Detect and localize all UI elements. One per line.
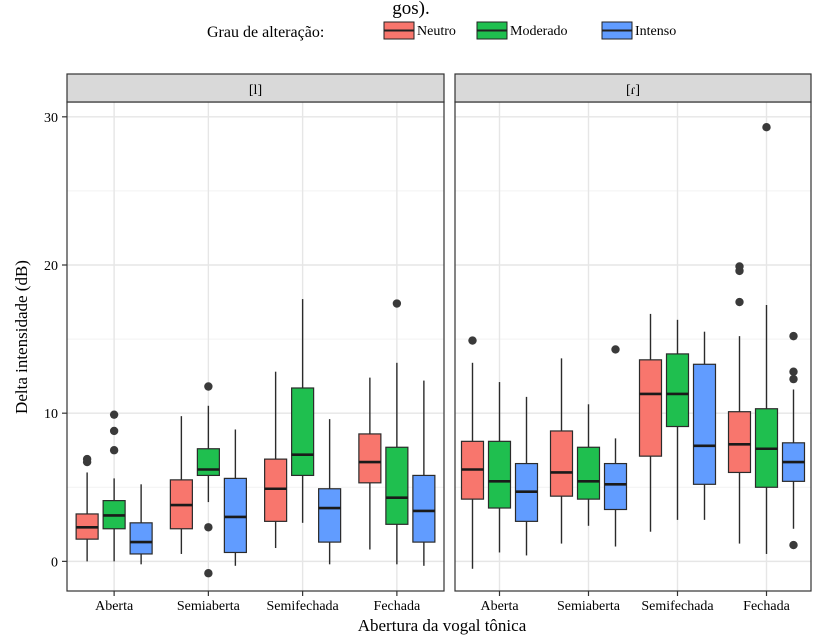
box-neutro-semiaberta xyxy=(169,416,193,554)
box-body xyxy=(318,488,342,543)
box-moderado-semiaberta xyxy=(196,382,220,578)
outlier-point xyxy=(611,345,620,354)
box-neutro-aberta xyxy=(460,336,485,569)
box-moderado-fechada xyxy=(385,299,409,565)
box-moderado-aberta xyxy=(487,382,512,553)
x-tick-label: Aberta xyxy=(480,599,519,614)
box-body xyxy=(358,433,382,484)
outlier-point xyxy=(82,454,92,464)
outlier-point xyxy=(392,299,402,308)
x-tick-label: Aberta xyxy=(95,599,134,614)
box-neutro-semifechada xyxy=(264,371,288,549)
box-intenso-fechada xyxy=(781,331,806,550)
legend-label: Neutro xyxy=(417,24,456,39)
box-body xyxy=(129,522,153,555)
plot-background xyxy=(455,102,811,591)
box-body xyxy=(692,363,717,485)
outlier-point xyxy=(789,540,798,550)
x-tick-label: Fechada xyxy=(743,599,790,614)
y-tick-label: 30 xyxy=(44,111,58,126)
box-intenso-fechada xyxy=(412,380,436,566)
box-body xyxy=(412,474,436,543)
outlier-point xyxy=(109,426,119,436)
outlier-point xyxy=(762,122,771,132)
box-intenso-aberta xyxy=(129,484,153,565)
box-body xyxy=(576,446,601,500)
facet-panel-2: [ɾ] Aberta Semiaberta Semifechada Fechada xyxy=(454,73,812,614)
box-neutro-aberta xyxy=(75,454,99,562)
box-intenso-semiaberta xyxy=(603,345,628,547)
x-tick-label: Semiaberta xyxy=(557,599,621,614)
box-moderado-semifechada xyxy=(291,299,315,523)
x-tick-label: Fechada xyxy=(374,599,421,614)
box-moderado-fechada xyxy=(754,122,779,554)
facet-panels: [l] Aberta Semiaberta Semifechada Fechada 0 10… xyxy=(44,73,812,614)
x-tick-label: Semiaberta xyxy=(177,599,241,614)
box-neutro-semifechada xyxy=(638,313,663,532)
legend-label: Intenso xyxy=(635,24,676,39)
box-body xyxy=(196,448,220,477)
facet-panel-1: [l] Aberta Semiaberta Semifechada Fechada 0 10… xyxy=(44,73,445,614)
box-intenso-semiaberta xyxy=(223,429,247,566)
legend-item-moderado: Moderado xyxy=(476,21,568,40)
facet-strip-label: [ɾ] xyxy=(626,83,640,98)
legend-item-intenso: Intenso xyxy=(601,21,676,40)
box-body xyxy=(665,353,690,428)
outlier-point xyxy=(109,410,119,419)
y-tick-label: 10 xyxy=(44,407,58,422)
box-body xyxy=(223,477,247,554)
y-tick-label: 0 xyxy=(51,555,58,570)
box-neutro-semiaberta xyxy=(549,358,574,544)
x-tick-label: Semifechada xyxy=(641,599,714,614)
outlier-point xyxy=(468,336,477,345)
outlier-point xyxy=(789,367,798,376)
legend-item-neutro: Neutro xyxy=(383,21,456,40)
box-intenso-aberta xyxy=(514,396,539,556)
y-tick-label: 20 xyxy=(44,259,58,274)
outlier-point xyxy=(789,374,798,384)
y-axis-label: Delta intensidade (dB) xyxy=(12,260,31,414)
x-tick-label: Semifechada xyxy=(266,599,339,614)
facet-strip xyxy=(66,73,445,103)
box-moderado-semifechada xyxy=(665,319,690,520)
legend-label: Moderado xyxy=(510,24,568,39)
outlier-point xyxy=(204,382,213,391)
box-body xyxy=(487,440,512,509)
legend: Grau de alteração: Neutro Moderado Intenso xyxy=(207,21,676,41)
box-moderado-semiaberta xyxy=(576,404,601,526)
outlier-point xyxy=(204,569,213,578)
box-neutro-fechada xyxy=(727,262,752,544)
box-neutro-fechada xyxy=(358,377,382,550)
box-body xyxy=(727,411,752,474)
legend-title: Grau de alteração: xyxy=(207,24,324,41)
box-intenso-semifechada xyxy=(318,419,342,565)
box-moderado-aberta xyxy=(102,410,126,562)
box-body xyxy=(291,387,315,477)
facet-strip-label: [l] xyxy=(249,83,262,98)
box-body xyxy=(385,446,409,525)
outlier-point xyxy=(735,262,744,271)
x-axis-label: Abertura da vogal tônica xyxy=(358,616,527,635)
box-body xyxy=(264,458,288,522)
outlier-point xyxy=(735,297,744,307)
facet-strip xyxy=(454,73,812,103)
box-intenso-semifechada xyxy=(692,331,717,520)
box-body xyxy=(549,430,574,497)
box-body xyxy=(638,359,663,457)
plot-background xyxy=(67,102,444,591)
page-title-fragment: gos). xyxy=(392,0,429,19)
outlier-point xyxy=(789,331,798,341)
box-body xyxy=(603,462,628,511)
outlier-point xyxy=(204,523,213,532)
outlier-point xyxy=(109,446,119,455)
